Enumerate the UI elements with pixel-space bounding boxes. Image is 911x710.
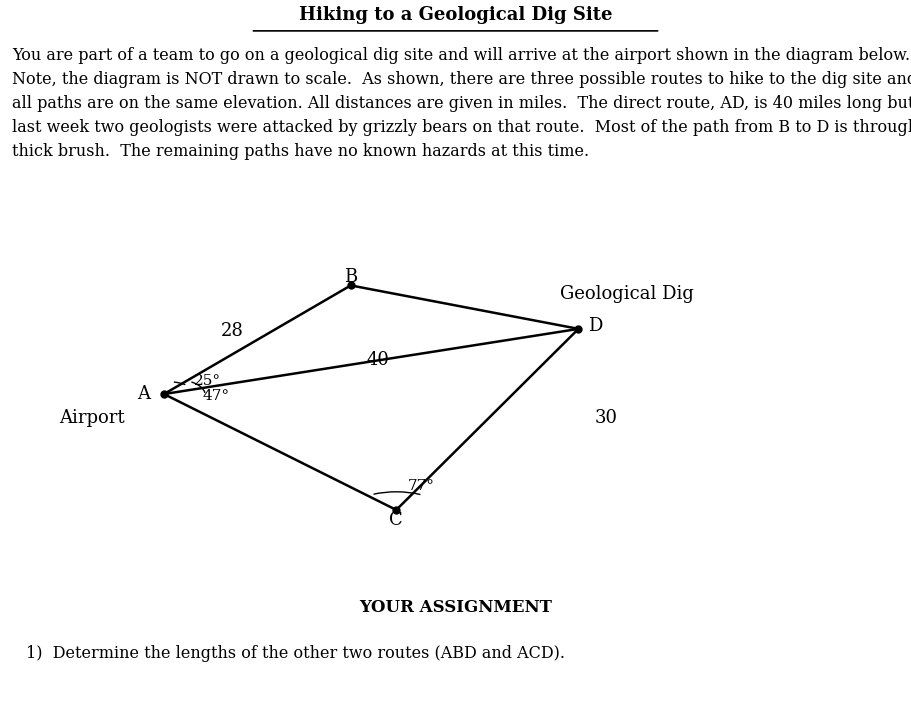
Text: You are part of a team to go on a geological dig site and will arrive at the air: You are part of a team to go on a geolog…: [12, 47, 911, 160]
Text: 25°: 25°: [194, 374, 221, 388]
Text: Airport: Airport: [59, 408, 125, 427]
Text: 47°: 47°: [202, 389, 230, 403]
Text: 30: 30: [594, 408, 618, 427]
Text: Hiking to a Geological Dig Site: Hiking to a Geological Dig Site: [299, 6, 612, 24]
Text: B: B: [344, 268, 357, 286]
Text: Geological Dig: Geological Dig: [560, 285, 694, 303]
Text: 77°: 77°: [408, 479, 435, 493]
Text: C: C: [389, 511, 404, 529]
Text: 28: 28: [220, 322, 244, 339]
Text: YOUR ASSIGNMENT: YOUR ASSIGNMENT: [359, 599, 552, 616]
Text: A: A: [138, 385, 150, 403]
Text: D: D: [588, 317, 602, 335]
Text: 1)  Determine the lengths of the other two routes (ABD and ACD).: 1) Determine the lengths of the other tw…: [26, 645, 565, 662]
Text: 40: 40: [366, 351, 390, 368]
